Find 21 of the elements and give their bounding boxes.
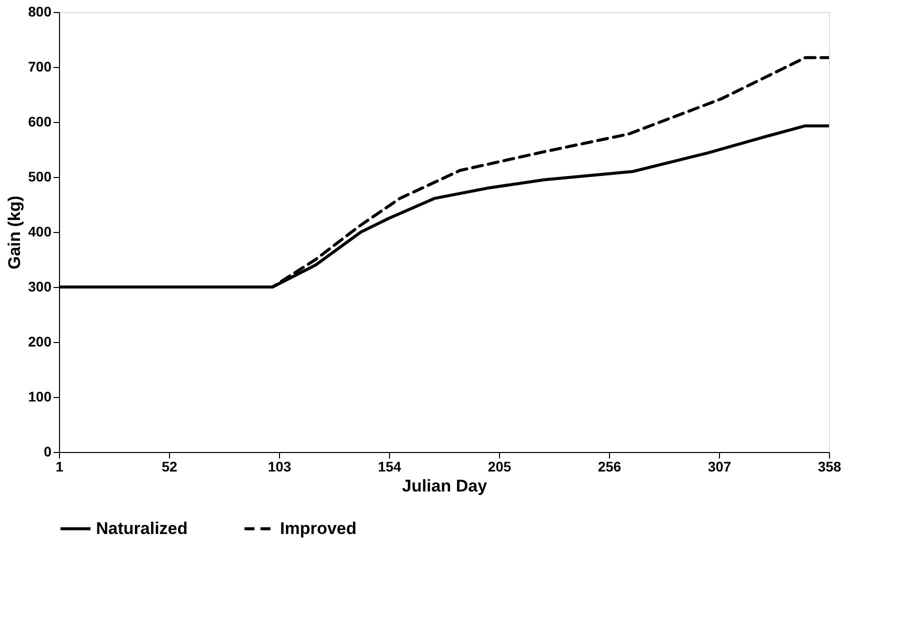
- x-tick-label: 307: [708, 458, 732, 474]
- x-tick-label: 103: [268, 458, 292, 474]
- y-tick-label: 400: [28, 224, 52, 240]
- y-tick-label: 100: [28, 388, 52, 404]
- y-tick-label: 200: [28, 334, 52, 350]
- y-tick-label: 0: [44, 444, 52, 460]
- x-tick-label: 52: [162, 458, 178, 474]
- y-tick-label: 600: [28, 114, 52, 130]
- x-tick-label: 1: [56, 458, 64, 474]
- legend-label: Improved: [280, 518, 357, 538]
- x-tick-label: 358: [818, 458, 842, 474]
- legend-label: Naturalized: [96, 518, 188, 538]
- x-tick-label: 154: [378, 458, 402, 474]
- x-axis-title: Julian Day: [402, 476, 488, 496]
- y-tick-label: 300: [28, 278, 52, 294]
- y-tick-label: 500: [28, 168, 52, 184]
- x-tick-label: 256: [598, 458, 622, 474]
- y-axis-title: Gain (kg): [5, 196, 24, 270]
- x-tick-label: 205: [488, 458, 512, 474]
- y-tick-label: 700: [28, 58, 52, 74]
- y-tick-label: 800: [28, 4, 52, 20]
